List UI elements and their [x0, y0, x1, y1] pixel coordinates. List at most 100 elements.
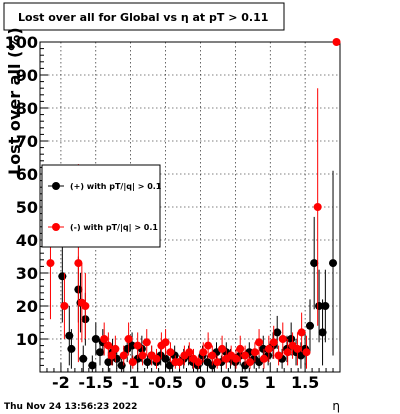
data-point — [138, 351, 147, 360]
data-point — [60, 302, 69, 310]
data-point — [133, 341, 142, 350]
data-point — [241, 351, 250, 360]
legend: (+) with pT/|q| > 0.1 (-) with pT/|q| > … — [41, 164, 162, 248]
data-point — [315, 302, 324, 310]
y-tick-label: 90 — [16, 66, 38, 85]
x-tick-label: 0.5 — [221, 373, 249, 392]
y-axis: 10 20 30 40 50 60 70 80 90 100 — [5, 33, 48, 366]
data-point — [161, 338, 170, 347]
y-tick-label: 30 — [16, 264, 38, 283]
data-point — [318, 328, 327, 337]
data-point — [274, 351, 283, 360]
data-point — [104, 358, 113, 367]
x-axis: -2 -1.5 -1 -0.5 0 0.5 1 1.5 — [46, 363, 334, 392]
y-tick-label: 20 — [16, 297, 38, 316]
data-point — [91, 335, 100, 343]
data-point — [128, 341, 137, 350]
legend-label-positive: (+) with pT/|q| > 0.1 — [70, 182, 162, 191]
data-point — [104, 341, 113, 350]
data-point — [283, 348, 292, 357]
data-point — [313, 203, 322, 211]
legend-label-negative: (-) with pT/|q| > 0.1 — [70, 223, 158, 232]
data-point — [142, 338, 151, 347]
y-axis-label: Lost over all (%) — [5, 27, 24, 175]
y-tick-label: 10 — [16, 330, 38, 349]
legend-marker-negative — [52, 223, 60, 231]
data-point — [152, 354, 161, 363]
legend-frame — [41, 164, 161, 248]
data-point — [213, 358, 222, 367]
data-point — [199, 348, 208, 357]
data-point — [100, 335, 109, 343]
legend-entry-negative: (-) with pT/|q| > 0.1 — [48, 223, 158, 232]
data-point — [96, 348, 104, 357]
y-tick-label: 60 — [16, 165, 38, 184]
data-point — [302, 348, 311, 357]
data-point — [111, 344, 120, 353]
data-point — [293, 344, 302, 353]
series-negative — [46, 38, 341, 369]
y-tick-label: 40 — [16, 231, 38, 250]
data-point — [232, 354, 241, 363]
data-point — [107, 351, 116, 360]
data-point — [117, 361, 126, 370]
x-tick-label: -2 — [52, 373, 70, 392]
y-tick-label: 100 — [5, 33, 38, 52]
data-point — [194, 358, 203, 367]
data-point — [128, 358, 137, 367]
x-tick-label: 1.5 — [291, 373, 319, 392]
data-point — [250, 348, 259, 357]
data-point — [81, 302, 90, 310]
data-point — [46, 259, 55, 268]
x-tick-label: 1 — [265, 373, 276, 392]
data-point — [278, 335, 287, 343]
data-point — [255, 338, 264, 347]
data-point — [287, 335, 296, 343]
data-point — [306, 321, 314, 330]
x-tick-label: -1.5 — [78, 373, 113, 392]
x-tick-label: -1 — [122, 373, 140, 392]
footer-timestamp: Thu Nov 24 13:56:23 2022 — [4, 402, 137, 412]
y-tick-label: 80 — [16, 99, 38, 118]
data-point — [218, 344, 227, 353]
data-point — [269, 338, 278, 347]
data-point — [297, 328, 306, 337]
data-point — [185, 348, 194, 357]
legend-marker-positive — [52, 182, 60, 190]
data-point — [259, 344, 268, 353]
y-tick-label: 50 — [16, 198, 38, 217]
data-point — [74, 259, 83, 268]
data-point — [321, 302, 330, 310]
data-point — [329, 259, 338, 268]
data-point — [79, 354, 88, 363]
title-frame — [3, 2, 285, 31]
data-point — [67, 344, 76, 353]
data-point — [204, 341, 213, 350]
data-point — [124, 335, 133, 343]
data-point — [88, 361, 97, 370]
x-axis-label: η — [332, 399, 340, 413]
data-point — [246, 358, 254, 367]
data-point — [65, 331, 74, 340]
data-point — [58, 272, 67, 281]
data-point — [175, 358, 184, 367]
data-point — [332, 38, 341, 46]
data-point — [310, 259, 319, 268]
data-point — [236, 344, 245, 353]
x-tick-label: 0 — [195, 373, 206, 392]
legend-entry-positive: (+) with pT/|q| > 0.1 — [48, 182, 162, 191]
y-tick-label: 70 — [16, 132, 38, 151]
data-point — [208, 351, 217, 360]
data-point — [259, 354, 268, 363]
data-point — [143, 358, 152, 367]
data-series — [46, 38, 341, 372]
data-point — [161, 354, 170, 363]
data-point — [166, 348, 175, 357]
data-point — [119, 351, 128, 360]
data-point — [264, 344, 273, 353]
chart-title: Lost over all for Global vs η at pT > 0.… — [18, 11, 268, 24]
data-point — [273, 328, 282, 337]
x-tick-label: -0.5 — [148, 373, 183, 392]
chart-title-box: Lost over all for Global vs η at pT > 0.… — [3, 2, 285, 31]
